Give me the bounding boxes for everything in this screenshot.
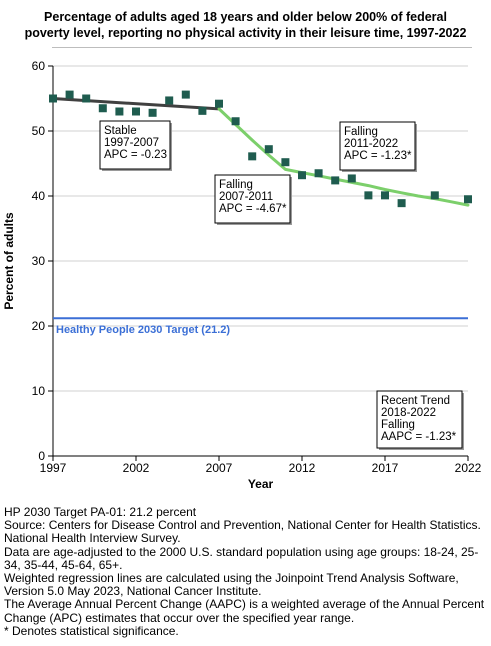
x-tick-label-2022: 2022 (455, 461, 482, 475)
data-point-1999 (82, 94, 91, 103)
annotation-line: AAPC = -1.23* (381, 431, 457, 443)
y-tick-label-0: 0 (38, 449, 45, 463)
annotation-line: Recent Trend (381, 395, 450, 407)
note-aapc: The Average Annual Percent Change (AAPC)… (4, 597, 485, 625)
x-tick-label-2007: 2007 (206, 461, 233, 475)
data-point-2018 (397, 199, 406, 208)
annotation-line: 2011-2022 (344, 138, 398, 150)
data-point-2002 (132, 107, 140, 116)
grid-layer (53, 65, 468, 392)
data-point-2006 (198, 106, 207, 115)
annotation-line: Falling (219, 179, 253, 191)
annotation-line: APC = -0.23 (104, 149, 167, 161)
x-axis-title: Year (248, 477, 274, 491)
y-tick-label-10: 10 (32, 384, 46, 398)
y-tick-label-30: 30 (32, 254, 46, 268)
chart-title: Percentage of adults aged 18 years and o… (10, 9, 481, 41)
data-point-1997 (49, 94, 57, 103)
y-tick-label-40: 40 (32, 189, 46, 203)
data-point-2022 (464, 195, 472, 204)
note-regression: Weighted regression lines are calculated… (4, 571, 459, 599)
data-point-2016 (364, 191, 373, 200)
y-tick-label-20: 20 (32, 319, 46, 333)
x-tick-label-2012: 2012 (289, 461, 316, 475)
annotation-line: APC = -1.23* (344, 150, 412, 162)
annotation-frame (99, 120, 171, 170)
annotation-line: 2007-2011 (219, 191, 273, 203)
data-point-2011 (281, 158, 290, 167)
data-point-2014 (331, 176, 340, 185)
trend-line-1 (51, 97, 221, 111)
data-point-2015 (347, 174, 356, 183)
annotation-frame (339, 121, 416, 171)
data-point-2012 (298, 171, 306, 180)
data-point-2007 (215, 99, 223, 108)
annotation-frame (376, 390, 463, 449)
footnotes: HP 2030 Target PA-01: 21.2 percent Sourc… (4, 505, 488, 638)
x-tick-label-2017: 2017 (372, 461, 399, 475)
data-point-2020 (430, 191, 439, 200)
y-tick-label-60: 60 (32, 59, 46, 73)
data-point-1998 (65, 90, 74, 99)
note-source: Source: Centers for Disease Control and … (4, 518, 481, 546)
annotation-line: 1997-2007 (104, 137, 159, 149)
chart-title-line-1: Percentage of adults aged 18 years and o… (44, 10, 447, 24)
chart-title-line-2: poverty level, reporting no physical act… (24, 26, 467, 40)
y-tick-label-50: 50 (32, 124, 46, 138)
trend-layer (51, 97, 470, 207)
annotation-line: Falling (381, 419, 415, 431)
axis-layer (48, 65, 469, 461)
point-layer (49, 90, 472, 208)
note-significance: * Denotes statistical significance. (4, 623, 179, 638)
data-point-2009 (248, 152, 257, 161)
data-point-2005 (181, 90, 190, 99)
annotation-line: APC = -4.67* (219, 203, 287, 215)
data-point-2013 (314, 169, 323, 178)
chart-plot: Healthy People 2030 Target (21.2) Stable… (2, 59, 482, 491)
target-layer: Healthy People 2030 Target (21.2) (53, 317, 468, 336)
data-point-2001 (115, 107, 124, 116)
x-tick-label-1997: 1997 (40, 461, 67, 475)
note-age-adjustment: Data are age-adjusted to the 2000 U.S. s… (4, 544, 479, 572)
annotation-line: Stable (104, 125, 137, 137)
y-axis-title: Percent of adults (2, 212, 16, 310)
data-point-2003 (148, 108, 157, 117)
x-tick-label-2002: 2002 (123, 461, 150, 475)
target-label: Healthy People 2030 Target (21.2) (56, 324, 230, 336)
annotation-frame (214, 174, 291, 224)
annotation-line: Falling (344, 126, 378, 138)
data-point-2017 (381, 191, 389, 200)
data-point-2008 (231, 117, 240, 126)
trend-line-2 (217, 107, 470, 207)
annotation-line: 2018-2022 (381, 407, 436, 419)
data-point-2000 (98, 104, 107, 113)
note-target: HP 2030 Target PA-01: 21.2 percent (4, 505, 197, 519)
data-point-2010 (264, 145, 273, 154)
title-divider (52, 47, 472, 48)
data-point-2004 (165, 96, 174, 105)
label-layer: 0 10 20 30 40 50 60 1997 2002 2007 2012 2017 2022 Yea… (2, 59, 482, 491)
